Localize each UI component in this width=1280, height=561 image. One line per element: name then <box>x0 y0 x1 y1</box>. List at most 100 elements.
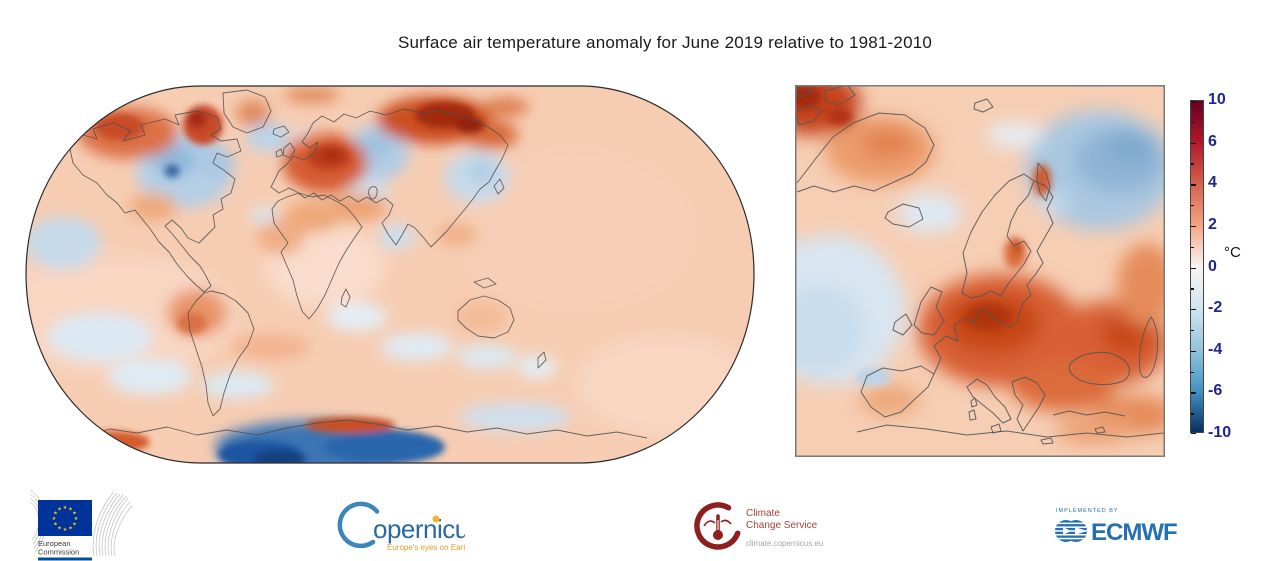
ecmwf-implemented-by: IMPLEMENTED BY <box>1056 508 1119 514</box>
coastline-baltic <box>1022 180 1054 304</box>
colorbar-unit-label: °C <box>1224 244 1241 261</box>
svg-text:★: ★ <box>57 507 62 513</box>
colorbar-tick <box>1191 225 1196 228</box>
colorbar-label-n2: -2 <box>1208 299 1223 317</box>
coastline-japan <box>493 178 505 195</box>
coastline-new-zealand <box>537 351 547 369</box>
coastline-australia <box>457 295 515 339</box>
eu-flag-icon <box>38 500 92 536</box>
c3s-label-line1: Climate <box>746 508 780 519</box>
coastline-africa <box>271 192 363 320</box>
coastline-madagascar <box>340 288 351 308</box>
coastline-greenland-eu <box>796 112 935 193</box>
colorbar-label-n6: -6 <box>1208 382 1223 400</box>
colorbar-label-6: 6 <box>1208 132 1217 150</box>
coastline-caspian <box>368 186 378 200</box>
colorbar-label-4: 4 <box>1208 174 1217 192</box>
coastline-uk-eu <box>913 286 945 336</box>
colorbar-tick <box>1191 184 1196 186</box>
c3s-label-line2: Change Service <box>746 520 818 531</box>
coastline-antarctica <box>82 419 648 439</box>
copernicus-satellite-dot-icon <box>432 515 440 523</box>
c3s-hills-icon <box>703 519 732 527</box>
coastline-anatolia <box>1052 410 1126 434</box>
coastline-balkans <box>1011 376 1054 445</box>
colorbar-tick-minor <box>1191 121 1194 124</box>
ec-label-line2: Commission <box>38 548 79 557</box>
coastline-svalbard <box>973 98 994 113</box>
colorbar-label-n10: -10 <box>1208 424 1232 441</box>
european-commission-logo: ★ ★★ ★★★ ★★★ ★★★ European Commission <box>30 489 133 561</box>
coastline-canadian-islands <box>796 86 856 126</box>
colorbar-labels: 10 6 4 2 0 -2 -4 -6 -10 <box>1208 91 1248 441</box>
eu-flag-stars: ★ ★★ ★★★ ★★★ ★★★ <box>52 505 79 533</box>
colorbar-label-n4: -4 <box>1208 340 1223 358</box>
colorbar-tick-minor <box>1191 330 1194 332</box>
colorbar-tick <box>1191 392 1196 394</box>
ecmwf-globe-icon <box>1053 520 1089 542</box>
coastline-ireland <box>275 148 284 158</box>
coastline-black-sea <box>1068 351 1130 385</box>
europe-anomaly-field <box>796 86 1164 445</box>
svg-text:★: ★ <box>68 526 73 532</box>
coastline-caspian-eu <box>1139 316 1159 378</box>
figure-title: Surface air temperature anomaly for June… <box>397 33 933 52</box>
colorbar-tick <box>1191 432 1196 434</box>
c3s-url: climate.copernicus.eu <box>746 539 823 548</box>
coastline-iceland <box>272 125 290 138</box>
colorbar-tick-minor <box>1191 371 1194 373</box>
colorbar-tick <box>1191 101 1196 103</box>
coastline-north-africa <box>856 424 1164 438</box>
colorbar-tick-minor <box>1191 205 1194 207</box>
colorbar-tick-minor <box>1191 246 1194 249</box>
c3s-crescent-icon <box>694 502 741 550</box>
svg-text:★: ★ <box>72 522 77 528</box>
ecmwf-wordmark: ECMWF <box>1091 519 1177 546</box>
svg-text:★: ★ <box>63 527 68 533</box>
colorbar-tick <box>1191 309 1196 311</box>
copernicus-logo: opernicus Europe's eyes on Earth <box>337 501 465 552</box>
coastline-north-america <box>69 110 242 293</box>
coastline-uk <box>282 142 296 159</box>
colorbar-tick <box>1191 350 1196 353</box>
colorbar-tick-minor <box>1191 163 1194 165</box>
coastline-ireland-eu <box>892 313 913 336</box>
ec-wavy-lines-right <box>92 491 133 557</box>
copernicus-wordmark: opernicus <box>373 514 465 544</box>
colorbar-label-10: 10 <box>1208 91 1226 108</box>
copernicus-tagline: Europe's eyes on Earth <box>387 543 465 552</box>
europe-map-border <box>795 85 1165 457</box>
colorbar-tick <box>1191 267 1196 269</box>
ecmwf-logo: IMPLEMENTED BY ECMWF <box>1053 508 1178 546</box>
coastline-greenland <box>222 89 272 134</box>
copernicus-c-swoosh-icon <box>337 501 380 549</box>
world-map-outline <box>25 85 755 464</box>
coastline-italy <box>966 378 1012 434</box>
coastline-eurasia <box>270 108 509 248</box>
coastline-corsica-sardinia <box>968 397 978 421</box>
ec-underline-bar <box>38 557 92 561</box>
europe-anomaly-map <box>795 85 1165 457</box>
coastline-france-continent <box>933 302 1024 375</box>
coastline-iberia <box>860 365 935 418</box>
world-coastlines <box>69 89 648 439</box>
colorbar-label-0: 0 <box>1208 257 1217 275</box>
svg-text:★: ★ <box>74 516 79 522</box>
coastline-novaya-zemlya <box>1036 162 1051 202</box>
colorbar-tick-minor <box>1191 413 1194 415</box>
svg-text:★: ★ <box>68 507 73 513</box>
svg-text:★: ★ <box>72 511 77 517</box>
coastline-iceland-eu <box>884 203 924 228</box>
colorbar-label-2: 2 <box>1208 215 1217 233</box>
thermometer-icon <box>713 514 723 540</box>
svg-text:★: ★ <box>57 526 62 532</box>
svg-text:★: ★ <box>63 505 68 511</box>
ec-label-line1: European <box>38 539 71 548</box>
colorbar-tick <box>1191 142 1196 144</box>
colorbar-gradient <box>1190 100 1204 434</box>
world-anomaly-map <box>25 85 755 464</box>
svg-text:★: ★ <box>52 516 57 522</box>
svg-text:★: ★ <box>53 511 58 517</box>
climate-change-service-logo: Climate Change Service climate.copernicu… <box>694 502 823 550</box>
